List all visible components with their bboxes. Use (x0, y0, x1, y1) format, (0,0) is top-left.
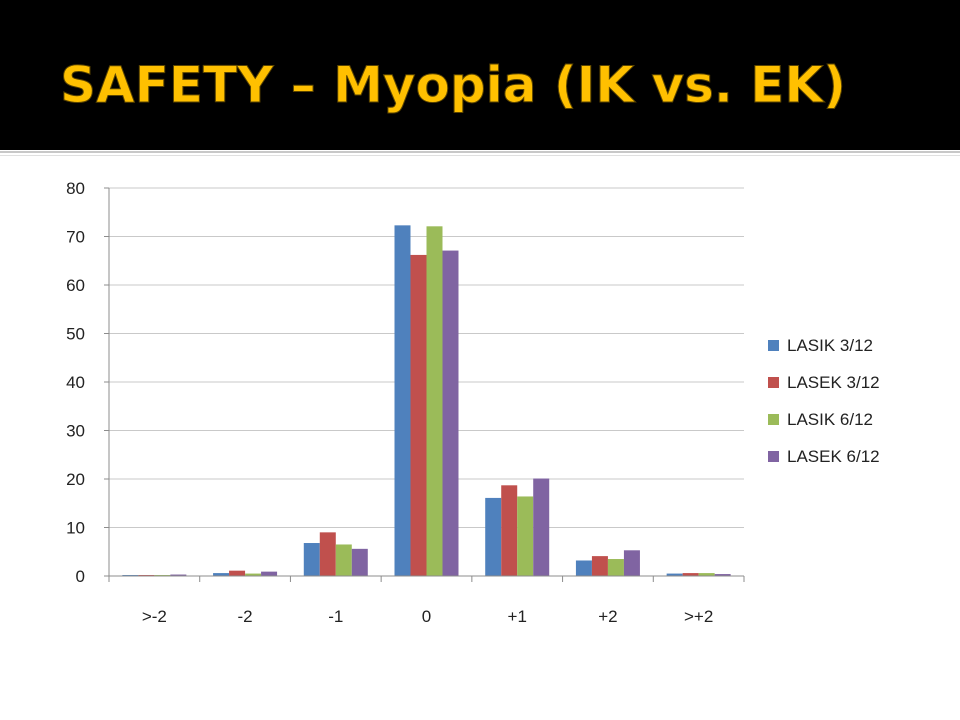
legend-label: LASIK 3/12 (787, 336, 873, 355)
y-tick-label: 10 (66, 519, 85, 538)
legend-label: LASEK 6/12 (787, 447, 880, 466)
bar (319, 532, 336, 576)
legend: LASIK 3/12 LASEK 3/12 LASIK 6/12 LASEK 6/12 (768, 336, 880, 466)
y-tick-label: 60 (66, 276, 85, 295)
title-bar: SAFETY – Myopia (IK vs. EK) (0, 0, 960, 150)
y-tick-label: 20 (66, 470, 85, 489)
bar (517, 496, 534, 576)
bar (533, 478, 550, 576)
legend-swatch (768, 414, 779, 425)
axes (104, 187, 745, 582)
bar (394, 225, 411, 576)
bar-chart: 0 10 20 30 40 50 60 70 80 >-2 -2 -1 0 +1 +2 >+2 LASIK … (66, 179, 880, 626)
x-tick-label: >+2 (684, 607, 713, 626)
bar (607, 559, 624, 576)
bar (442, 250, 459, 576)
bar (303, 543, 320, 576)
bar (714, 574, 731, 576)
x-tick-label: 0 (422, 607, 431, 626)
x-tick-label: -2 (238, 607, 253, 626)
bar (245, 573, 262, 576)
bars (122, 225, 731, 576)
header-divider-thin (0, 155, 960, 156)
legend-swatch (768, 340, 779, 351)
bar (682, 573, 699, 576)
bar (698, 573, 715, 576)
bar (170, 574, 187, 576)
x-tick-label: +1 (508, 607, 527, 626)
bar (485, 497, 502, 576)
slide-title-text: SAFETY – Myopia (IK vs. EK) (60, 56, 846, 114)
bar (575, 560, 592, 576)
legend-swatch (768, 377, 779, 388)
legend-label: LASEK 3/12 (787, 373, 880, 392)
y-tick-label: 50 (66, 325, 85, 344)
bar (335, 544, 352, 576)
bar (213, 573, 230, 576)
y-tick-label: 0 (76, 567, 85, 586)
legend-label: LASIK 6/12 (787, 410, 873, 429)
legend-swatch (768, 451, 779, 462)
slide-title: SAFETY – Myopia (IK vs. EK) (60, 56, 847, 115)
x-tick-label: >-2 (142, 607, 167, 626)
bar (229, 570, 246, 576)
y-tick-labels: 0 10 20 30 40 50 60 70 80 (66, 179, 85, 586)
bar (591, 556, 608, 576)
bar (666, 573, 683, 576)
bar (261, 571, 278, 576)
y-tick-label: 40 (66, 373, 85, 392)
bar (426, 226, 443, 576)
x-tick-label: +2 (598, 607, 617, 626)
y-tick-label: 80 (66, 179, 85, 198)
y-tick-label: 70 (66, 228, 85, 247)
bar (351, 548, 368, 576)
bar (623, 550, 640, 576)
bar (410, 254, 427, 576)
y-tick-label: 30 (66, 422, 85, 441)
header-divider (0, 151, 960, 153)
bar (501, 485, 518, 576)
x-tick-labels: >-2 -2 -1 0 +1 +2 >+2 (142, 607, 713, 626)
x-tick-label: -1 (328, 607, 343, 626)
